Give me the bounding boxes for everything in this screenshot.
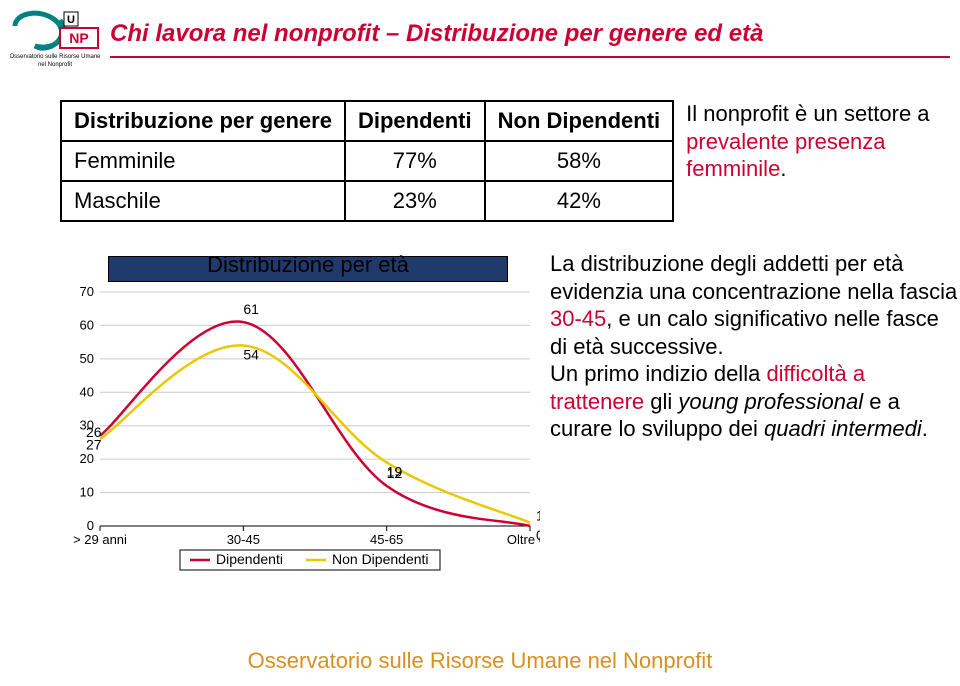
row-dip: 77%: [345, 141, 485, 181]
svg-text:30-45: 30-45: [227, 532, 260, 547]
svg-text:Non Dipendenti: Non Dipendenti: [332, 551, 429, 567]
logo-sub2: nel Nonprofit: [38, 62, 72, 68]
svg-text:70: 70: [80, 286, 94, 299]
svg-text:Dipendenti: Dipendenti: [216, 551, 283, 567]
title-rule: [110, 56, 950, 58]
note2-t4: gli: [644, 389, 678, 414]
svg-text:20: 20: [80, 451, 94, 466]
content-bottom: Distribuzione per età 010203040506070> 2…: [60, 250, 960, 590]
table-row: Maschile 23% 42%: [61, 181, 673, 221]
svg-text:60: 60: [80, 317, 94, 332]
age-chart: Distribuzione per età 010203040506070> 2…: [60, 250, 540, 590]
svg-text:0: 0: [536, 527, 540, 543]
svg-text:0: 0: [87, 518, 94, 533]
svg-text:10: 10: [80, 485, 94, 500]
chart-svg: 010203040506070> 29 anni30-4545-65Oltre …: [60, 286, 540, 586]
page-title: Chi lavora nel nonprofit – Distribuzione…: [110, 20, 950, 48]
svg-text:40: 40: [80, 384, 94, 399]
table-header-col1: Distribuzione per genere: [61, 101, 345, 141]
note1-t1: Il nonprofit è un settore a: [686, 101, 929, 126]
note2-it2: quadri intermedi: [764, 416, 922, 441]
row-dip: 23%: [345, 181, 485, 221]
note2-t1: La distribuzione degli addetti per età e…: [550, 251, 957, 304]
note2-t3: Un primo indizio della: [550, 361, 766, 386]
note2-t6: .: [922, 416, 928, 441]
logo-sub1: Osservatorio sulle Risorse Umane: [10, 54, 100, 60]
footer: Osservatorio sulle Risorse Umane nel Non…: [0, 648, 960, 674]
side-note-age: La distribuzione degli addetti per età e…: [550, 250, 960, 590]
logo: U NP Osservatorio sulle Risorse Umane ne…: [10, 8, 100, 70]
svg-text:> 29 anni: > 29 anni: [73, 532, 127, 547]
svg-text:61: 61: [243, 301, 259, 317]
row-label: Femminile: [61, 141, 345, 181]
svg-text:1: 1: [536, 508, 540, 524]
note2-it1: young professional: [678, 389, 863, 414]
row-nondip: 42%: [485, 181, 674, 221]
note2-kw1: 30-45: [550, 306, 606, 331]
table-row: Femminile 77% 58%: [61, 141, 673, 181]
svg-text:NP: NP: [69, 30, 88, 46]
chart-title: Distribuzione per età: [108, 252, 508, 278]
svg-text:54: 54: [243, 346, 259, 362]
svg-text:50: 50: [80, 351, 94, 366]
svg-text:19: 19: [387, 463, 403, 479]
row-nondip: 58%: [485, 141, 674, 181]
svg-text:U: U: [67, 14, 75, 26]
gender-table: Distribuzione per genere Dipendenti Non …: [60, 100, 674, 222]
row-label: Maschile: [61, 181, 345, 221]
side-note-gender: Il nonprofit è un settore a prevalente p…: [686, 100, 956, 222]
table-header-col2: Dipendenti: [345, 101, 485, 141]
svg-text:26: 26: [86, 424, 102, 440]
svg-text:45-65: 45-65: [370, 532, 403, 547]
note1-t2: .: [780, 156, 786, 181]
content-top: Distribuzione per genere Dipendenti Non …: [60, 100, 960, 222]
note2-t2: , e un calo significativo nelle fasce di…: [550, 306, 939, 359]
table-header-col3: Non Dipendenti: [485, 101, 674, 141]
